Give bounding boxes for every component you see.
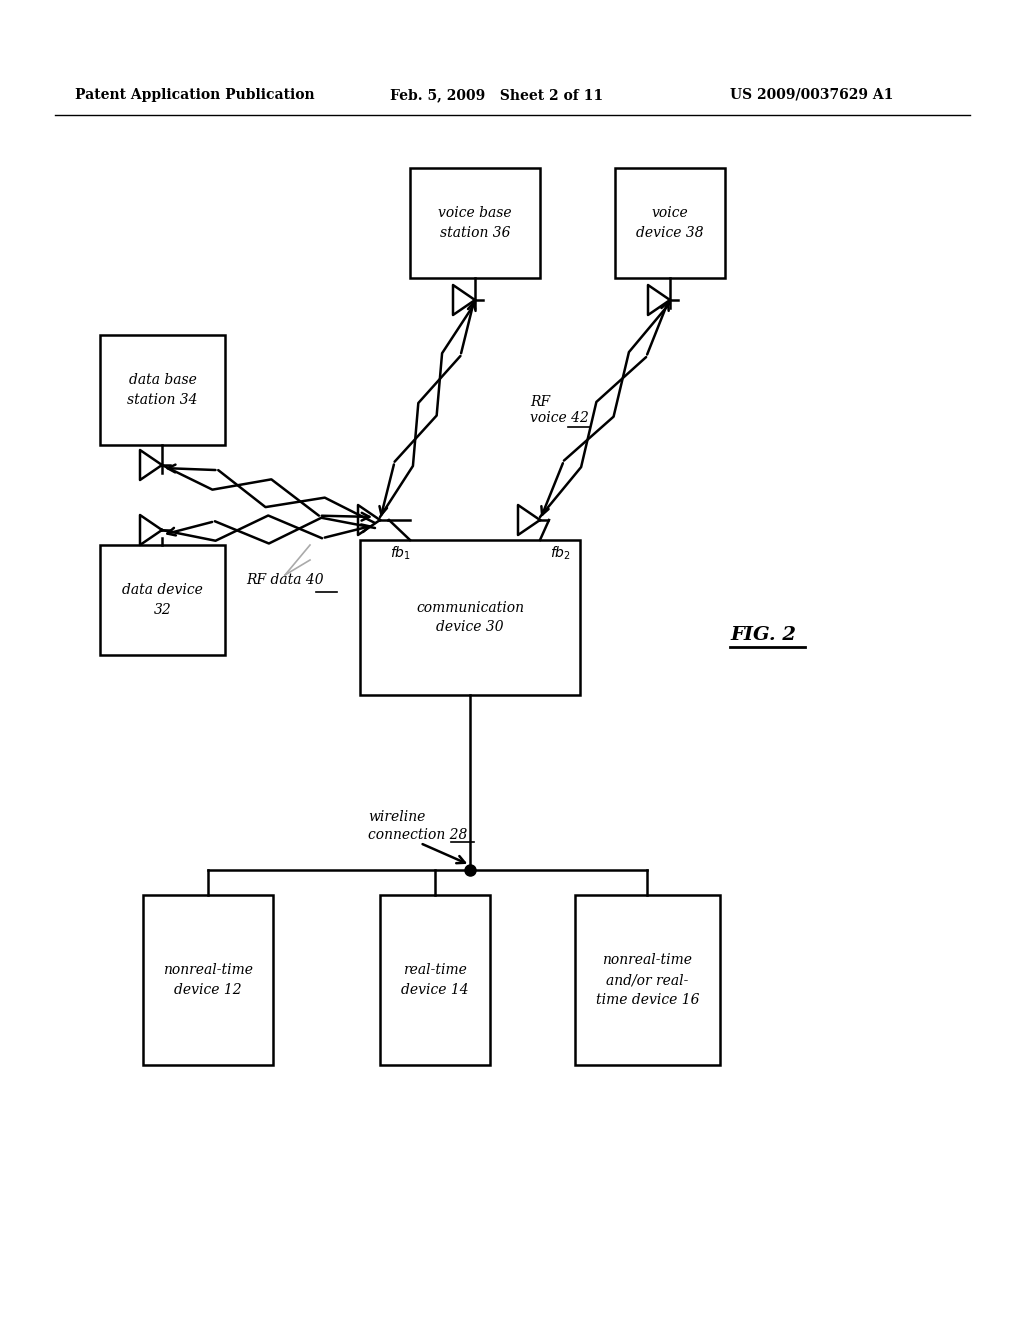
Text: data base
station 34: data base station 34 [127, 374, 198, 407]
Text: $fb_1$: $fb_1$ [390, 545, 411, 562]
Text: Feb. 5, 2009   Sheet 2 of 11: Feb. 5, 2009 Sheet 2 of 11 [390, 88, 603, 102]
Bar [575, 895, 720, 1065]
Bar [380, 895, 490, 1065]
Bar [360, 540, 580, 696]
Text: Patent Application Publication: Patent Application Publication [75, 88, 314, 102]
Text: wireline
connection 28: wireline connection 28 [368, 810, 467, 842]
Text: communication
device 30: communication device 30 [416, 601, 524, 634]
Text: $fb_2$: $fb_2$ [550, 545, 571, 562]
Text: voice
device 38: voice device 38 [636, 206, 703, 240]
Text: RF data 40: RF data 40 [246, 573, 324, 587]
Text: nonreal-time
and/or real-
time device 16: nonreal-time and/or real- time device 16 [596, 953, 699, 1006]
Bar [615, 168, 725, 279]
Text: FIG. 2: FIG. 2 [730, 626, 796, 644]
Text: RF
voice 42: RF voice 42 [530, 395, 589, 425]
Text: voice base
station 36: voice base station 36 [438, 206, 512, 240]
Bar [100, 545, 225, 655]
Text: nonreal-time
device 12: nonreal-time device 12 [163, 964, 253, 997]
Bar [100, 335, 225, 445]
Bar [143, 895, 273, 1065]
Text: data device
32: data device 32 [122, 583, 203, 616]
Text: real-time
device 14: real-time device 14 [401, 964, 469, 997]
Bar [410, 168, 540, 279]
Text: US 2009/0037629 A1: US 2009/0037629 A1 [730, 88, 893, 102]
